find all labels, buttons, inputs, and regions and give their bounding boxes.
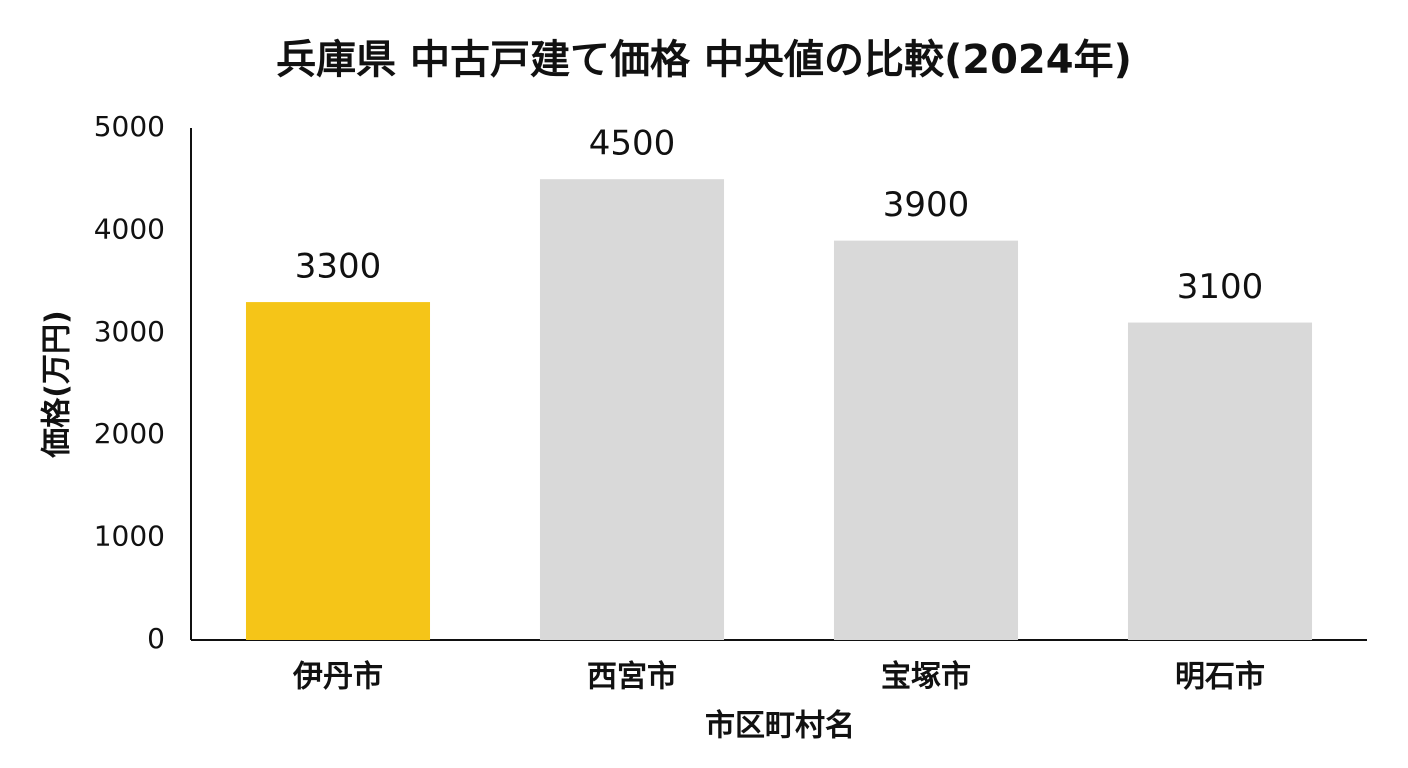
value-label: 3100 [1177,267,1264,307]
x-axis-title: 市区町村名 [705,709,855,744]
x-tick-label: 西宮市 [587,660,677,695]
x-tick-label: 宝塚市 [881,660,971,695]
bar [245,302,431,640]
bar [833,240,1019,640]
y-tick-label: 3000 [94,315,165,348]
value-label: 4500 [589,124,676,164]
y-tick-label: 5000 [94,110,165,143]
y-tick-label: 4000 [94,212,165,245]
value-label: 3900 [883,185,970,225]
x-tick-label: 明石市 [1175,660,1265,695]
bar [1127,322,1313,640]
y-axis-title: 価格(万円) [40,310,75,458]
y-tick-label: 2000 [94,417,165,450]
y-tick-label: 1000 [94,520,165,553]
chart-title: 兵庫県 中古戸建て価格 中央値の比較(2024年) [276,37,1132,83]
bar [539,179,725,640]
value-label: 3300 [295,247,382,287]
x-tick-label: 伊丹市 [292,660,383,695]
y-tick-label: 0 [147,622,165,655]
